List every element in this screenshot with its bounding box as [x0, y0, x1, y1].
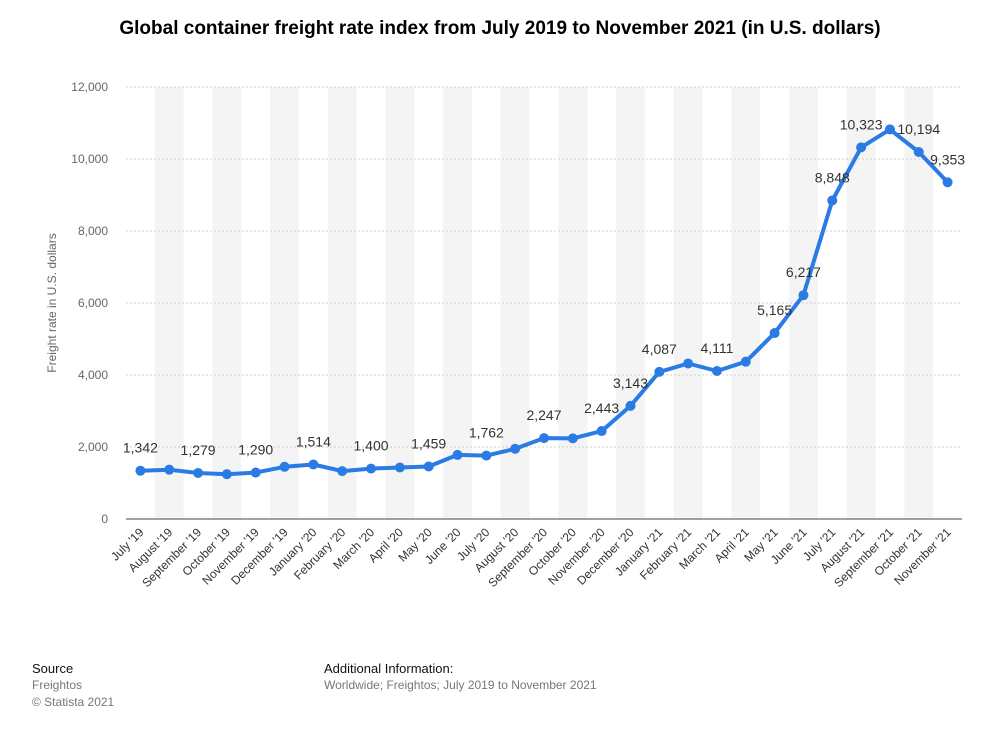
- data-point[interactable]: [337, 466, 348, 477]
- data-point[interactable]: [567, 433, 578, 444]
- data-point[interactable]: [942, 177, 953, 188]
- data-point[interactable]: [654, 366, 665, 377]
- y-tick-label: 12,000: [71, 80, 108, 94]
- data-label: 2,443: [584, 400, 619, 416]
- y-tick-label: 6,000: [78, 296, 108, 310]
- data-point[interactable]: [769, 328, 780, 339]
- data-point[interactable]: [711, 366, 722, 377]
- data-label: 1,290: [238, 442, 273, 458]
- data-point[interactable]: [135, 465, 146, 476]
- data-label: 1,514: [296, 433, 331, 449]
- data-label: 1,279: [181, 442, 216, 458]
- y-tick-label: 10,000: [71, 152, 108, 166]
- data-point[interactable]: [625, 400, 636, 411]
- data-label: 6,217: [786, 264, 821, 280]
- data-point[interactable]: [394, 462, 405, 473]
- chart-title: Global container freight rate index from…: [119, 18, 881, 39]
- data-point[interactable]: [164, 464, 175, 475]
- y-tick-label: 0: [101, 512, 108, 526]
- data-label: 10,194: [897, 121, 940, 137]
- additional-info-heading: Additional Information:: [324, 661, 454, 676]
- data-point[interactable]: [423, 461, 434, 472]
- data-point[interactable]: [827, 195, 838, 206]
- data-point[interactable]: [596, 426, 607, 437]
- y-tick-label: 2,000: [78, 440, 108, 454]
- additional-info-text: Worldwide; Freightos; July 2019 to Novem…: [324, 678, 597, 692]
- data-label: 3,143: [613, 375, 648, 391]
- y-tick-label: 8,000: [78, 224, 108, 238]
- data-point[interactable]: [913, 147, 924, 158]
- source-name: Freightos: [32, 678, 83, 692]
- data-label: 1,459: [411, 435, 446, 451]
- data-point[interactable]: [740, 356, 751, 367]
- data-point[interactable]: [856, 142, 867, 153]
- copyright: © Statista 2021: [32, 695, 115, 709]
- data-point[interactable]: [539, 433, 549, 444]
- data-point[interactable]: [308, 459, 319, 470]
- data-label: 1,342: [123, 440, 158, 456]
- data-point[interactable]: [250, 467, 261, 478]
- data-label: 5,165: [757, 302, 792, 318]
- data-point[interactable]: [510, 443, 521, 454]
- data-label: 9,353: [930, 151, 965, 167]
- data-label: 4,087: [642, 341, 677, 357]
- data-point[interactable]: [193, 467, 204, 478]
- data-label: 10,323: [840, 116, 883, 132]
- source-heading: Source: [32, 661, 74, 676]
- data-label: 4,111: [700, 340, 733, 356]
- data-label: 8,848: [815, 169, 850, 185]
- data-label: 1,400: [354, 438, 389, 454]
- data-point[interactable]: [221, 469, 232, 480]
- data-point[interactable]: [279, 461, 290, 472]
- y-axis-label: Freight rate in U.S. dollars: [45, 233, 59, 372]
- data-label: 2,247: [526, 407, 561, 423]
- data-point[interactable]: [366, 463, 377, 474]
- data-point[interactable]: [481, 450, 492, 461]
- data-point[interactable]: [683, 358, 694, 369]
- data-point[interactable]: [452, 449, 463, 460]
- data-point[interactable]: [798, 290, 809, 301]
- y-tick-label: 4,000: [78, 368, 108, 382]
- data-label: 1,762: [469, 425, 504, 441]
- data-point[interactable]: [884, 124, 895, 135]
